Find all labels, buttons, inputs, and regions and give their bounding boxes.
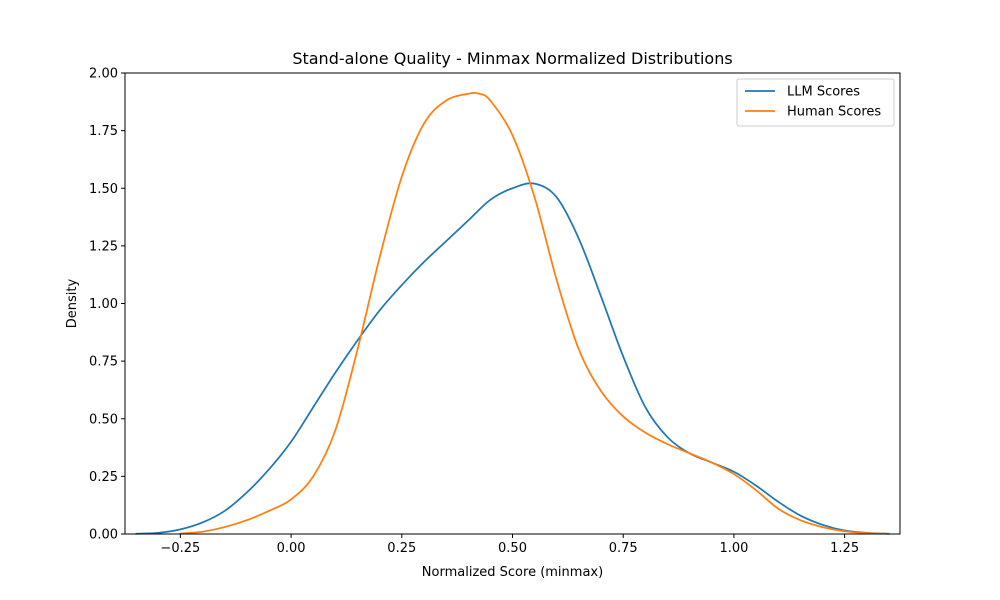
x-tick-label: 1.25	[830, 541, 859, 556]
x-tick-label: 1.00	[719, 541, 748, 556]
y-tick-label: 0.50	[89, 412, 118, 427]
legend-box	[736, 78, 895, 127]
legend-label: Human Scores	[787, 105, 881, 120]
y-tick-label: 2.00	[89, 67, 118, 82]
chart-title: Stand-alone Quality - Minmax Normalized …	[292, 49, 732, 68]
x-tick-label: 0.25	[387, 541, 416, 556]
x-tick-label: 0.50	[498, 541, 527, 556]
x-axis-label: Normalized Score (minmax)	[422, 565, 603, 580]
x-axis: −0.25 0.00 0.25 0.50 0.75 1.00 1.25	[160, 534, 859, 556]
plot-frame	[124, 72, 901, 535]
series-line-1	[179, 92, 890, 535]
y-tick-label: 0.00	[89, 528, 118, 543]
plot-area	[135, 92, 890, 535]
x-tick-label: −0.25	[160, 541, 200, 556]
legend: LLM Scores Human Scores	[736, 78, 895, 127]
x-tick-label: 0.00	[277, 541, 306, 556]
y-tick-label: 0.75	[89, 355, 118, 370]
x-tick-label: 0.75	[609, 541, 638, 556]
y-tick-label: 1.00	[89, 297, 118, 312]
y-tick-label: 1.50	[89, 182, 118, 197]
y-tick-label: 1.75	[89, 124, 118, 139]
series-line-0	[135, 182, 890, 535]
legend-label: LLM Scores	[787, 85, 860, 100]
y-axis-label: Density	[65, 278, 80, 328]
y-tick-label: 0.25	[89, 470, 118, 485]
y-axis: 0.00 0.25 0.50 0.75 1.00 1.25 1.50 1.75 2.00	[89, 67, 125, 543]
y-tick-label: 1.25	[89, 239, 118, 254]
